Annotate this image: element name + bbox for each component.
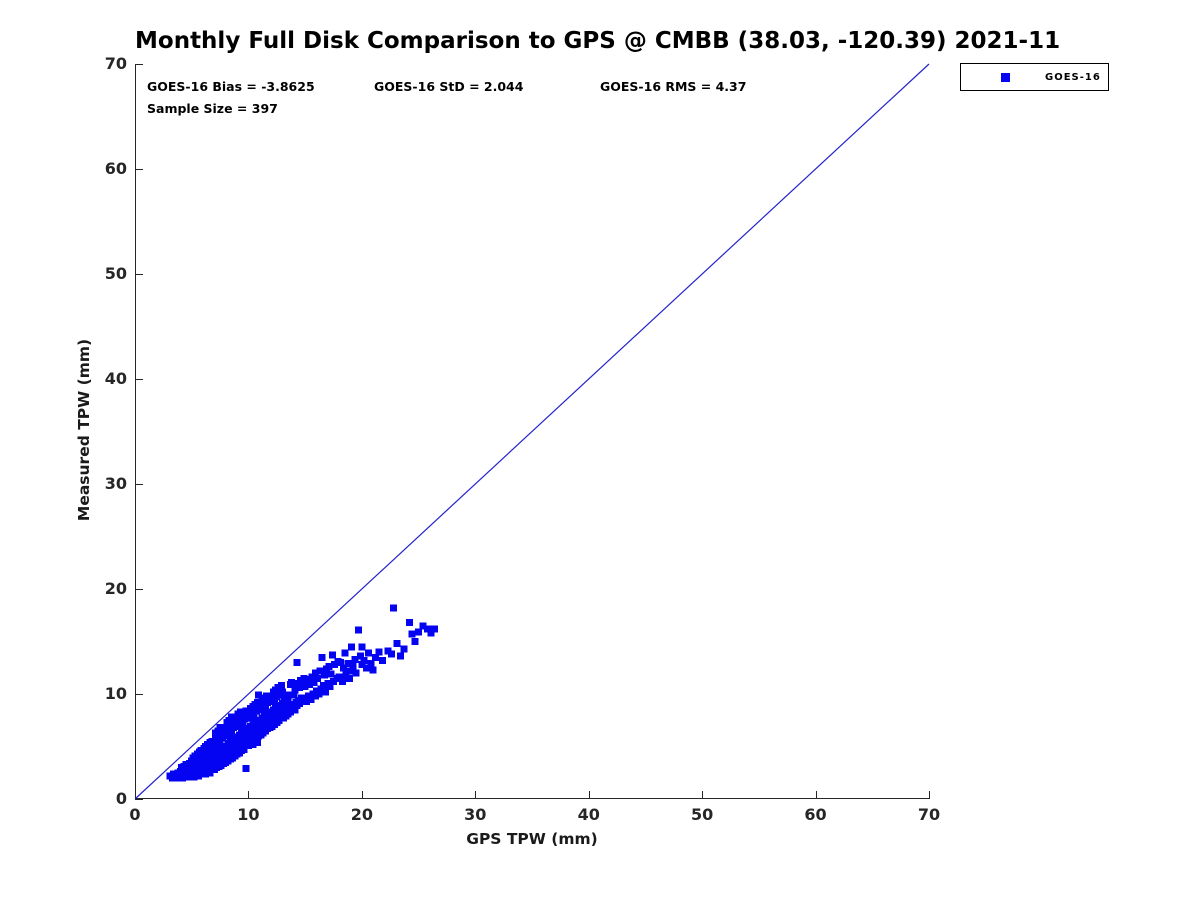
scatter-plot-canvas [134, 63, 930, 800]
y-tick-label: 30 [104, 474, 127, 493]
y-tick-label: 0 [115, 789, 127, 808]
y-tick-label: 60 [104, 159, 127, 178]
chart-title: Monthly Full Disk Comparison to GPS @ CM… [135, 28, 1061, 54]
x-tick-label: 20 [350, 805, 373, 824]
y-axis-label: Measured TPW (mm) [75, 338, 93, 522]
x-tick-label: 70 [917, 805, 941, 824]
x-tick-label: 10 [237, 805, 260, 824]
stat-bias: GOES-16 Bias = -3.8625 [147, 79, 315, 94]
x-tick-label: 40 [577, 805, 600, 824]
legend-entry-label: GOES-16 [1045, 71, 1101, 83]
y-tick-label: 10 [104, 684, 127, 703]
stat-sample-size: Sample Size = 397 [147, 101, 278, 116]
x-tick-label: 50 [691, 805, 714, 824]
y-tick-label: 50 [104, 264, 127, 283]
x-tick-label: 30 [464, 805, 487, 824]
x-tick-label: 60 [804, 805, 827, 824]
y-tick-label: 70 [104, 54, 127, 73]
stat-std: GOES-16 StD = 2.044 [374, 79, 524, 94]
stat-rms: GOES-16 RMS = 4.37 [600, 79, 747, 94]
x-axis-label: GPS TPW (mm) [466, 830, 598, 848]
legend-marker-square-icon [1001, 72, 1010, 82]
y-tick-label: 40 [104, 369, 127, 388]
legend: GOES-16 [960, 63, 1109, 91]
x-tick-label: 0 [129, 805, 141, 824]
plot-area [134, 63, 930, 800]
y-tick-label: 20 [104, 579, 127, 598]
